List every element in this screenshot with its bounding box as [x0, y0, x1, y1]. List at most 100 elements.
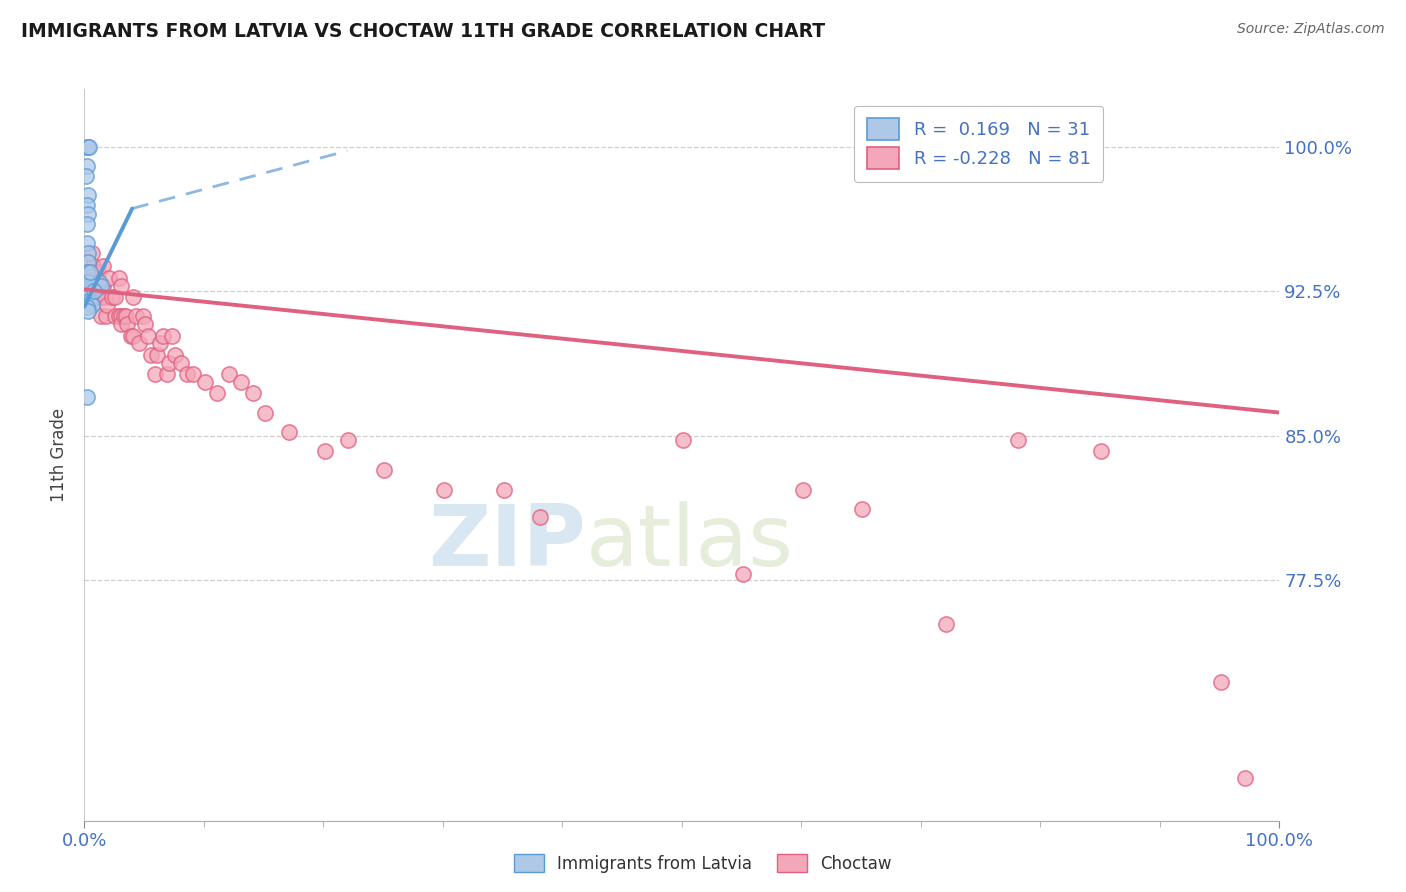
Point — [76, 275, 98, 289]
Point — [143, 367, 166, 381]
Point — [77, 293, 100, 308]
Point — [80, 245, 103, 260]
Point — [76, 140, 98, 154]
Point — [101, 290, 124, 304]
Point — [79, 265, 101, 279]
Y-axis label: 11th Grade: 11th Grade — [51, 408, 69, 502]
Point — [93, 260, 115, 274]
Point — [110, 317, 132, 331]
Point — [181, 367, 204, 381]
Point — [1090, 444, 1112, 458]
Point — [98, 270, 121, 285]
Point — [242, 386, 264, 401]
Legend: Immigrants from Latvia, Choctaw: Immigrants from Latvia, Choctaw — [508, 847, 898, 880]
Point — [492, 483, 515, 497]
Point — [79, 285, 101, 299]
Point — [120, 328, 142, 343]
Point — [253, 406, 276, 420]
Point — [76, 197, 98, 211]
Point — [90, 310, 112, 324]
Point — [86, 278, 108, 293]
Point — [76, 288, 98, 302]
Point — [136, 328, 159, 343]
Point — [110, 278, 132, 293]
Point — [337, 433, 360, 447]
Point — [152, 328, 174, 343]
Point — [94, 310, 117, 324]
Text: Source: ZipAtlas.com: Source: ZipAtlas.com — [1237, 22, 1385, 37]
Point — [146, 348, 169, 362]
Point — [108, 310, 131, 324]
Point — [373, 463, 395, 477]
Point — [112, 310, 135, 324]
Point — [77, 275, 100, 289]
Point — [75, 169, 97, 183]
Point — [117, 317, 139, 331]
Point — [1209, 675, 1232, 690]
Point — [77, 282, 100, 296]
Point — [77, 140, 100, 154]
Point — [76, 275, 98, 289]
Point — [83, 265, 105, 279]
Point — [851, 501, 873, 516]
Point — [792, 483, 814, 497]
Point — [128, 336, 150, 351]
Text: IMMIGRANTS FROM LATVIA VS CHOCTAW 11TH GRADE CORRELATION CHART: IMMIGRANTS FROM LATVIA VS CHOCTAW 11TH G… — [21, 22, 825, 41]
Point — [77, 188, 100, 202]
Point — [80, 298, 103, 312]
Point — [1007, 433, 1029, 447]
Point — [86, 265, 108, 279]
Legend: R =  0.169   N = 31, R = -0.228   N = 81: R = 0.169 N = 31, R = -0.228 N = 81 — [853, 105, 1104, 182]
Point — [76, 390, 98, 404]
Point — [96, 298, 118, 312]
Point — [80, 265, 103, 279]
Point — [314, 444, 336, 458]
Point — [79, 296, 101, 310]
Point — [76, 286, 98, 301]
Point — [115, 310, 138, 324]
Point — [77, 140, 100, 154]
Point — [84, 278, 107, 293]
Point — [76, 300, 98, 314]
Point — [77, 285, 100, 299]
Point — [76, 265, 98, 279]
Text: atlas: atlas — [586, 501, 794, 584]
Point — [76, 159, 98, 173]
Point — [83, 285, 105, 299]
Point — [108, 270, 131, 285]
Point — [165, 348, 187, 362]
Point — [77, 303, 100, 318]
Point — [77, 265, 100, 279]
Point — [672, 433, 695, 447]
Point — [157, 355, 180, 369]
Point — [77, 245, 100, 260]
Point — [87, 275, 110, 289]
Point — [93, 278, 115, 293]
Point — [160, 328, 183, 343]
Point — [76, 265, 98, 279]
Point — [77, 255, 100, 269]
Point — [79, 265, 101, 279]
Point — [205, 386, 228, 401]
Point — [529, 509, 551, 524]
Point — [90, 278, 112, 293]
Point — [110, 310, 132, 324]
Point — [122, 290, 145, 304]
Point — [149, 336, 172, 351]
Point — [935, 617, 957, 632]
Point — [104, 290, 127, 304]
Point — [125, 310, 148, 324]
Point — [122, 328, 145, 343]
Point — [104, 310, 127, 324]
Point — [194, 375, 217, 389]
Point — [77, 278, 100, 293]
Point — [176, 367, 198, 381]
Point — [86, 290, 108, 304]
Point — [76, 290, 98, 304]
Point — [156, 367, 179, 381]
Point — [433, 483, 456, 497]
Point — [77, 275, 100, 289]
Point — [77, 255, 100, 269]
Point — [76, 217, 98, 231]
Point — [134, 317, 156, 331]
